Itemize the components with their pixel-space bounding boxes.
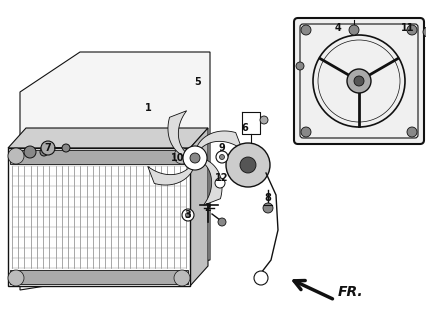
Circle shape bbox=[41, 141, 55, 155]
Circle shape bbox=[185, 212, 190, 218]
Text: 6: 6 bbox=[241, 123, 248, 133]
Text: 2: 2 bbox=[204, 203, 211, 213]
Circle shape bbox=[181, 209, 193, 221]
Bar bbox=[10, 150, 187, 164]
Bar bbox=[10, 270, 187, 284]
Circle shape bbox=[219, 155, 224, 159]
Circle shape bbox=[406, 127, 416, 137]
Circle shape bbox=[253, 271, 268, 285]
Circle shape bbox=[216, 151, 227, 163]
Polygon shape bbox=[203, 159, 222, 205]
Text: 3: 3 bbox=[184, 210, 191, 220]
Circle shape bbox=[406, 25, 416, 35]
Text: 4: 4 bbox=[334, 23, 340, 33]
Circle shape bbox=[300, 25, 310, 35]
Circle shape bbox=[348, 25, 358, 35]
Polygon shape bbox=[8, 128, 207, 148]
Circle shape bbox=[190, 153, 199, 163]
Circle shape bbox=[295, 62, 303, 70]
Polygon shape bbox=[147, 166, 193, 185]
Circle shape bbox=[225, 143, 269, 187]
Circle shape bbox=[173, 270, 190, 286]
Circle shape bbox=[8, 148, 24, 164]
Text: 11: 11 bbox=[400, 23, 414, 33]
Circle shape bbox=[8, 270, 24, 286]
Circle shape bbox=[239, 157, 256, 173]
Circle shape bbox=[218, 218, 225, 226]
Polygon shape bbox=[196, 131, 242, 150]
Circle shape bbox=[62, 144, 70, 152]
Circle shape bbox=[24, 146, 36, 158]
Text: 5: 5 bbox=[194, 77, 201, 87]
Circle shape bbox=[40, 148, 48, 156]
Circle shape bbox=[173, 148, 190, 164]
FancyBboxPatch shape bbox=[294, 18, 423, 144]
Text: 12: 12 bbox=[215, 173, 228, 183]
Text: FR.: FR. bbox=[337, 285, 363, 299]
Text: 8: 8 bbox=[264, 193, 271, 203]
Circle shape bbox=[353, 76, 363, 86]
Text: 7: 7 bbox=[45, 143, 51, 153]
Bar bbox=[8, 148, 190, 286]
Text: 1: 1 bbox=[144, 103, 151, 113]
Circle shape bbox=[346, 69, 370, 93]
Polygon shape bbox=[20, 52, 210, 290]
Text: 10: 10 bbox=[171, 153, 184, 163]
Circle shape bbox=[215, 178, 225, 188]
Circle shape bbox=[262, 203, 272, 213]
Polygon shape bbox=[190, 128, 207, 286]
Circle shape bbox=[422, 27, 426, 37]
Text: 9: 9 bbox=[218, 143, 225, 153]
Circle shape bbox=[183, 146, 207, 170]
Circle shape bbox=[300, 127, 310, 137]
Circle shape bbox=[259, 116, 268, 124]
Polygon shape bbox=[167, 111, 186, 156]
